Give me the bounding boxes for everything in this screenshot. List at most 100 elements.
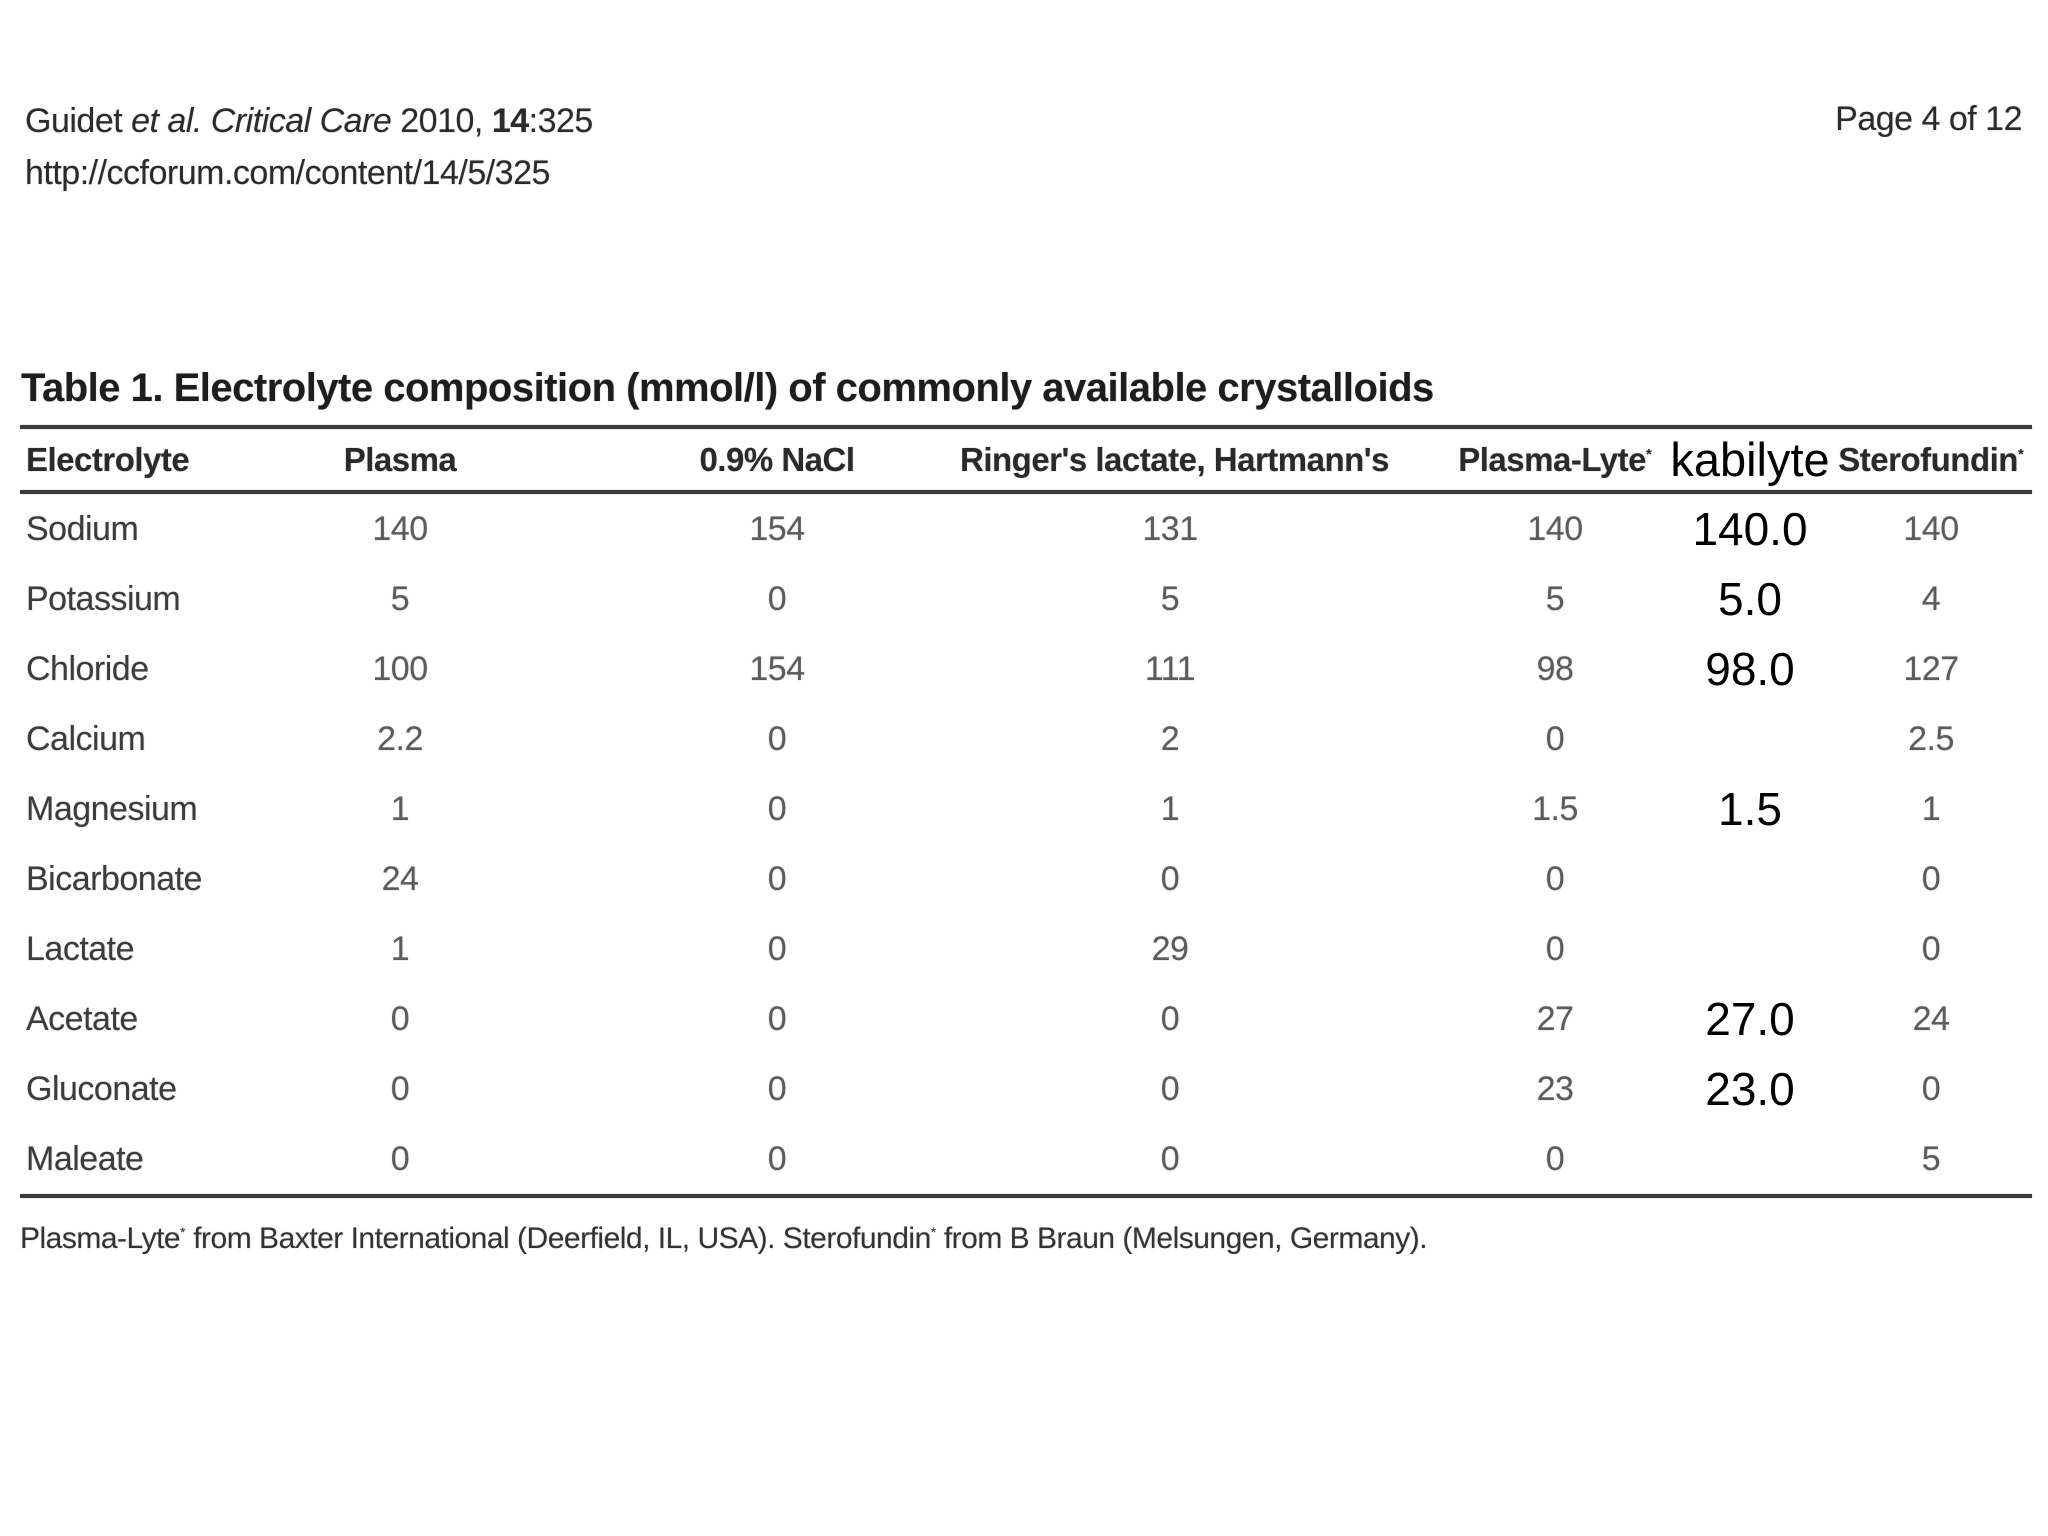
table-header-row: Electrolyte Plasma 0.9% NaCl Ringer's la… bbox=[20, 429, 2032, 490]
cell-value: 154 bbox=[749, 649, 805, 688]
cell-value: 0 bbox=[390, 1069, 410, 1108]
electrolyte-table: Electrolyte Plasma 0.9% NaCl Ringer's la… bbox=[20, 425, 2032, 1256]
table-row-gluconate: Gluconate 0 0 0 23 23.0 0 bbox=[20, 1054, 2032, 1124]
cell-value: 0 bbox=[767, 859, 787, 898]
cell-value: 1 bbox=[1921, 789, 1941, 828]
cell-value-kabilyte-overlay: 5.0 bbox=[1718, 573, 1782, 625]
cell-value: 111 bbox=[1144, 649, 1196, 688]
table-row-potassium: Potassium 5 0 5 5 5.0 4 bbox=[20, 564, 2032, 634]
table-row-bicarbonate: Bicarbonate 24 0 0 0 0 bbox=[20, 844, 2032, 914]
citation-year: 2010, bbox=[391, 102, 492, 140]
cell-value: 1 bbox=[390, 929, 410, 968]
cell-value: 0 bbox=[1921, 929, 1941, 968]
table-row-chloride: Chloride 100 154 111 98 98.0 127 bbox=[20, 634, 2032, 704]
cell-value: 140 bbox=[1527, 509, 1583, 548]
cell-value: 0 bbox=[1160, 1069, 1180, 1108]
row-label: Bicarbonate bbox=[26, 859, 202, 898]
cell-value: 140 bbox=[1903, 509, 1959, 548]
cell-value: 0 bbox=[1160, 999, 1180, 1038]
cell-value: 1 bbox=[1160, 789, 1180, 828]
row-label: Maleate bbox=[26, 1139, 144, 1178]
cell-value: 27 bbox=[1536, 999, 1574, 1038]
citation-line: Guidet et al. Critical Care 2010, 14:325 bbox=[25, 95, 593, 147]
cell-value: 5 bbox=[390, 579, 410, 618]
registered-mark: * bbox=[930, 1225, 937, 1240]
table-row-acetate: Acetate 0 0 0 27 27.0 24 bbox=[20, 984, 2032, 1054]
cell-value: 0 bbox=[1545, 929, 1565, 968]
cell-value: 0 bbox=[390, 999, 410, 1038]
cell-value-kabilyte-overlay: 23.0 bbox=[1705, 1063, 1795, 1115]
column-header-ringers: Ringer's lactate, Hartmann's bbox=[960, 440, 1390, 478]
row-label: Potassium bbox=[26, 579, 181, 618]
row-label: Calcium bbox=[26, 719, 146, 758]
cell-value: 140 bbox=[372, 509, 428, 548]
cell-value: 29 bbox=[1151, 929, 1189, 968]
cell-value: 2 bbox=[1160, 719, 1180, 758]
cell-value: 4 bbox=[1921, 579, 1941, 618]
cell-value: 0 bbox=[767, 1139, 787, 1178]
footnote-baxter: from Baxter International (Deerfield, IL… bbox=[185, 1222, 931, 1255]
cell-value: 2.2 bbox=[377, 719, 423, 758]
citation-url: http://ccforum.com/content/14/5/325 bbox=[25, 154, 550, 192]
column-header-electrolyte: Electrolyte bbox=[26, 440, 190, 478]
table-row-magnesium: Magnesium 1 0 1 1.5 1.5 1 bbox=[20, 774, 2032, 844]
page-indicator: Page 4 of 12 bbox=[1835, 100, 2022, 138]
cell-value: 0 bbox=[1921, 859, 1941, 898]
citation-block: Guidet et al. Critical Care 2010, 14:325… bbox=[25, 95, 593, 199]
registered-mark: * bbox=[1645, 446, 1652, 463]
registered-mark: * bbox=[2017, 446, 2024, 463]
cell-value: 0 bbox=[1921, 1069, 1941, 1108]
table-row-lactate: Lactate 1 0 29 0 0 bbox=[20, 914, 2032, 984]
row-label: Gluconate bbox=[26, 1069, 177, 1108]
cell-value-kabilyte-overlay: 1.5 bbox=[1718, 783, 1782, 835]
cell-value: 154 bbox=[749, 509, 805, 548]
cell-value: 0 bbox=[767, 999, 787, 1038]
cell-value: 23 bbox=[1536, 1069, 1574, 1108]
cell-value: 0 bbox=[767, 929, 787, 968]
cell-value: 0 bbox=[767, 789, 787, 828]
row-label: Lactate bbox=[26, 929, 135, 968]
registered-mark: * bbox=[180, 1225, 186, 1240]
cell-value: 24 bbox=[1912, 999, 1950, 1038]
row-label: Acetate bbox=[26, 999, 138, 1038]
citation-volume: 14 bbox=[491, 102, 529, 140]
cell-value: 0 bbox=[1160, 859, 1180, 898]
row-label: Chloride bbox=[26, 649, 149, 688]
table-row-calcium: Calcium 2.2 0 2 0 2.5 bbox=[20, 704, 2032, 774]
cell-value: 127 bbox=[1903, 649, 1959, 688]
cell-value: 5 bbox=[1160, 579, 1180, 618]
row-label: Magnesium bbox=[26, 789, 198, 828]
column-header-plasma: Plasma bbox=[343, 440, 457, 478]
column-header-sterofundin: Sterofundin* bbox=[1838, 440, 2024, 478]
cell-value: 0 bbox=[767, 719, 787, 758]
cell-value: 0 bbox=[767, 579, 787, 618]
column-header-nacl: 0.9% NaCl bbox=[699, 440, 855, 478]
citation-journal: et al. Critical Care bbox=[131, 102, 392, 140]
cell-value: 5 bbox=[1921, 1139, 1941, 1178]
cell-value: 0 bbox=[390, 1139, 410, 1178]
cell-value-kabilyte-overlay: 140.0 bbox=[1692, 503, 1808, 555]
table-top-rule bbox=[20, 425, 2032, 429]
citation-pages: :325 bbox=[528, 102, 594, 140]
table-title: Table 1. Electrolyte composition (mmol/l… bbox=[21, 366, 1434, 410]
row-label: Sodium bbox=[26, 509, 139, 548]
cell-value: 0 bbox=[767, 1069, 787, 1108]
table-header-rule bbox=[20, 490, 2032, 494]
table-bottom-rule bbox=[20, 1194, 2032, 1198]
footnote-bbraun: from B Braun (Melsungen, Germany). bbox=[936, 1222, 1428, 1255]
cell-value: 131 bbox=[1142, 509, 1198, 548]
cell-value: 0 bbox=[1545, 719, 1565, 758]
cell-value: 5 bbox=[1545, 579, 1565, 618]
cell-value: 0 bbox=[1545, 859, 1565, 898]
table-footnote: Plasma-Lyte* from Baxter International (… bbox=[20, 1222, 2032, 1256]
cell-value: 2.5 bbox=[1908, 719, 1954, 758]
column-header-plasmalyte: Plasma-Lyte* bbox=[1458, 440, 1652, 478]
footnote-plasmalyte: Plasma-Lyte bbox=[20, 1222, 181, 1255]
citation-author: Guidet bbox=[25, 102, 132, 140]
cell-value: 1 bbox=[390, 789, 410, 828]
column-header-kabilyte-overlay: kabilyte bbox=[1670, 433, 1830, 486]
cell-value: 0 bbox=[1545, 1139, 1565, 1178]
table-row-sodium: Sodium 140 154 131 140 140.0 140 bbox=[20, 494, 2032, 564]
cell-value: 100 bbox=[372, 649, 428, 688]
cell-value: 24 bbox=[381, 859, 419, 898]
